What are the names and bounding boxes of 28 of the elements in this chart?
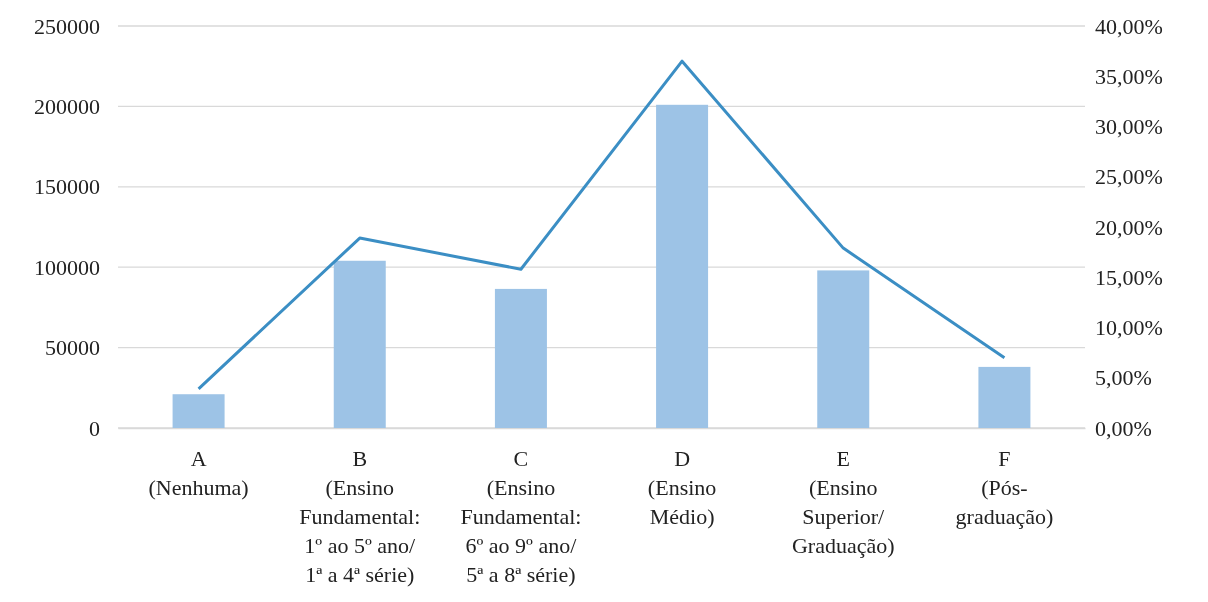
x-tick-label: B (Ensino Fundamental: 1º ao 5º ano/ 1ª a 4ª série): [299, 446, 421, 587]
x-tick-label: F (Pós- graduação): [955, 446, 1054, 529]
y-tick-label: 50000: [45, 335, 100, 361]
y2-tick-label: 0,00%: [1095, 415, 1152, 441]
x-tick-label: C (Ensino Fundamental: 6º ao 9º ano/ 5ª a 8ª série): [460, 446, 582, 587]
y-tick-label: 100000: [34, 254, 100, 280]
bar: [978, 366, 1031, 428]
y2-tick-label: 25,00%: [1095, 164, 1163, 190]
bar: [494, 288, 547, 428]
bar: [172, 394, 225, 428]
y-tick-label: 0: [89, 415, 100, 441]
y2-tick-label: 30,00%: [1095, 114, 1163, 140]
x-tick-label: A (Nenhuma): [148, 446, 249, 500]
y2-tick-label: 15,00%: [1095, 264, 1163, 290]
y2-tick-label: 10,00%: [1095, 315, 1163, 341]
bar: [333, 260, 386, 428]
line-series: [197, 59, 1006, 391]
y2-tick-label: 20,00%: [1095, 214, 1163, 240]
y-tick-label: 150000: [34, 174, 100, 200]
bar: [656, 104, 709, 428]
y-tick-label: 250000: [34, 13, 100, 39]
y2-tick-label: 40,00%: [1095, 13, 1163, 39]
bar: [817, 270, 870, 428]
x-tick-label: D (Ensino Médio): [647, 446, 717, 529]
y2-tick-label: 35,00%: [1095, 63, 1163, 89]
y2-tick-label: 5,00%: [1095, 365, 1152, 391]
x-tick-label: E (Ensino Superior/ Graduação): [791, 446, 895, 558]
y-tick-label: 200000: [34, 93, 100, 119]
